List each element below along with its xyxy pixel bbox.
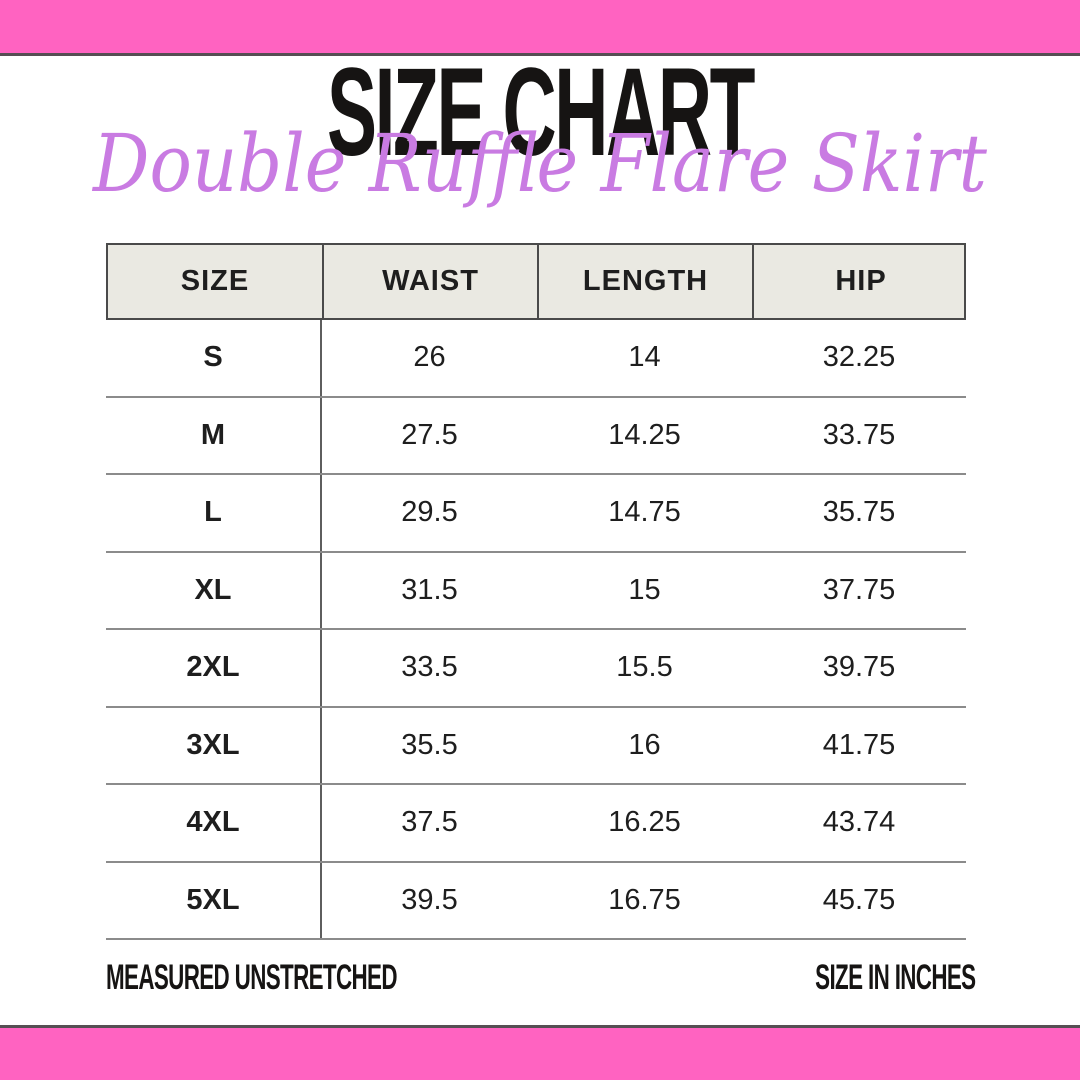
table-row: S 26 14 32.25 bbox=[106, 320, 966, 398]
length-value: 14.75 bbox=[608, 496, 681, 529]
hip-value: 32.25 bbox=[822, 341, 896, 374]
hip-value: 39.75 bbox=[822, 651, 896, 684]
length-value: 16 bbox=[628, 728, 661, 761]
size-table: SIZE WAIST LENGTH HIP S 26 14 32.25 M 27… bbox=[106, 243, 966, 940]
page-title: SIZE CHART bbox=[327, 43, 755, 182]
hip-value: 37.75 bbox=[822, 573, 896, 606]
size-label: S bbox=[106, 320, 322, 396]
column-header-length: LENGTH bbox=[539, 245, 754, 318]
length-value: 14.25 bbox=[608, 418, 681, 451]
waist-value: 29.5 bbox=[401, 496, 458, 529]
waist-value: 26 bbox=[413, 341, 446, 374]
waist-value: 39.5 bbox=[401, 883, 458, 916]
waist-value: 33.5 bbox=[401, 651, 458, 684]
top-pink-bar bbox=[0, 0, 1080, 56]
length-value: 16.75 bbox=[608, 883, 681, 916]
column-header-hip: HIP bbox=[835, 265, 887, 297]
column-header-size: SIZE bbox=[108, 245, 324, 318]
table-row: 2XL 33.5 15.5 39.75 bbox=[106, 630, 966, 708]
table-row: 4XL 37.5 16.25 43.74 bbox=[106, 785, 966, 863]
bottom-pink-bar bbox=[0, 1025, 1080, 1080]
size-in-inches-note: SIZE IN INCHES bbox=[814, 958, 976, 997]
size-label: L bbox=[106, 475, 322, 551]
hip-value: 33.75 bbox=[822, 418, 896, 451]
hip-value: 45.75 bbox=[822, 883, 896, 916]
waist-value: 37.5 bbox=[401, 806, 458, 839]
size-label: M bbox=[106, 397, 322, 473]
size-label: 2XL bbox=[106, 630, 322, 706]
length-value: 15.5 bbox=[616, 651, 673, 684]
hip-value: 41.75 bbox=[822, 728, 896, 761]
measured-unstretched-note: MEASURED UNSTRETCHED bbox=[106, 958, 398, 997]
length-value: 16.25 bbox=[608, 806, 681, 839]
table-row: 5XL 39.5 16.75 45.75 bbox=[106, 862, 966, 940]
hip-value: 43.74 bbox=[822, 806, 896, 839]
waist-value: 31.5 bbox=[401, 573, 458, 606]
column-header-waist: WAIST bbox=[324, 245, 539, 318]
table-row: XL 31.5 15 37.75 bbox=[106, 552, 966, 630]
table-row: M 27.5 14.25 33.75 bbox=[106, 397, 966, 475]
waist-value: 35.5 bbox=[401, 728, 458, 761]
table-header-row: SIZE WAIST LENGTH HIP bbox=[106, 243, 966, 320]
waist-value: 27.5 bbox=[401, 418, 458, 451]
size-label: 3XL bbox=[106, 707, 322, 783]
size-label: 5XL bbox=[106, 862, 322, 938]
length-value: 14 bbox=[628, 341, 661, 374]
hip-value: 35.75 bbox=[822, 496, 896, 529]
size-label: 4XL bbox=[106, 785, 322, 861]
length-value: 15 bbox=[628, 573, 661, 606]
product-name-subtitle: Double Ruffle Flare Skirt bbox=[93, 117, 987, 210]
size-label: XL bbox=[106, 552, 322, 628]
table-row: 3XL 35.5 16 41.75 bbox=[106, 707, 966, 785]
table-row: L 29.5 14.75 35.75 bbox=[106, 475, 966, 553]
